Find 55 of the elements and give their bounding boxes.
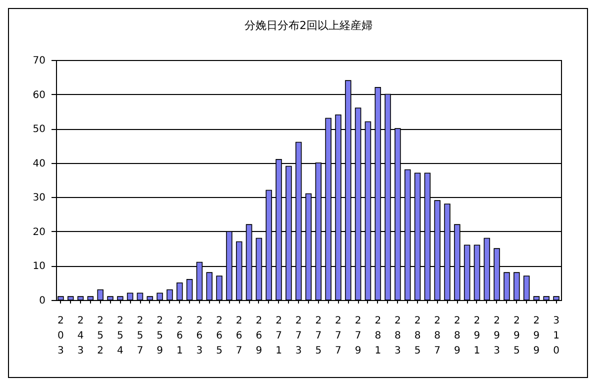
x-tick-label: 275: [315, 316, 322, 356]
bar: [126, 292, 134, 300]
bar: [523, 276, 530, 300]
y-tick-label: 50: [32, 124, 46, 136]
x-tick-label: 273: [295, 316, 302, 356]
x-tick-label: 269: [256, 316, 262, 356]
bar: [166, 289, 173, 300]
bar: [146, 296, 154, 300]
bar: [67, 296, 74, 300]
x-tick-label: 271: [276, 316, 282, 356]
x-tick-label: 243: [77, 316, 84, 356]
bar: [216, 276, 222, 300]
y-tick-label: 30: [32, 192, 46, 204]
y-tick-label: 70: [32, 56, 46, 66]
x-tick-label: 287: [434, 316, 441, 356]
x-tick-label: 295: [513, 316, 520, 356]
bar: [87, 296, 94, 300]
x-tick-label: 291: [474, 316, 480, 356]
bar: [107, 296, 114, 300]
bar: [156, 292, 163, 300]
x-tick-label: 310: [553, 316, 560, 356]
bar: [136, 292, 144, 300]
x-tick-label: 277: [335, 316, 342, 356]
x-tick-label: 261: [176, 316, 183, 356]
y-tick-label: 0: [39, 296, 46, 306]
x-tick-label: 263: [196, 316, 203, 356]
x-tick-label: 267: [236, 316, 242, 356]
x-tick-label: 257: [136, 316, 144, 356]
x-tick-label: 283: [394, 316, 401, 356]
x-tick-label: 279: [354, 316, 362, 356]
bar: [186, 279, 193, 300]
x-tick-label: 265: [216, 316, 222, 356]
x-tick-label: 285: [414, 316, 421, 356]
bar: [543, 296, 550, 300]
x-tick-label: 259: [156, 316, 164, 356]
y-tick-label: 60: [32, 90, 46, 101]
bar: [176, 282, 183, 300]
bar: [77, 296, 84, 300]
bar: [533, 296, 540, 300]
bar: [206, 272, 213, 300]
x-tick-label: 203: [58, 316, 64, 356]
y-tick-label: 40: [32, 158, 46, 170]
chart-title: 分娩日分布2回以上経産婦: [244, 19, 372, 32]
bar: [97, 289, 104, 300]
x-tick-label: 289: [454, 316, 460, 356]
y-tick-label: 10: [32, 261, 46, 272]
bar: [117, 296, 124, 300]
x-tick-label: 281: [374, 316, 382, 356]
bar: [504, 272, 510, 300]
x-tick-label: 254: [116, 316, 124, 356]
x-tick-label: 299: [533, 316, 540, 356]
x-tick-label: 293: [494, 316, 500, 356]
bar: [514, 272, 520, 300]
x-tick-label: 252: [97, 316, 104, 356]
y-tick-label: 20: [32, 226, 46, 238]
